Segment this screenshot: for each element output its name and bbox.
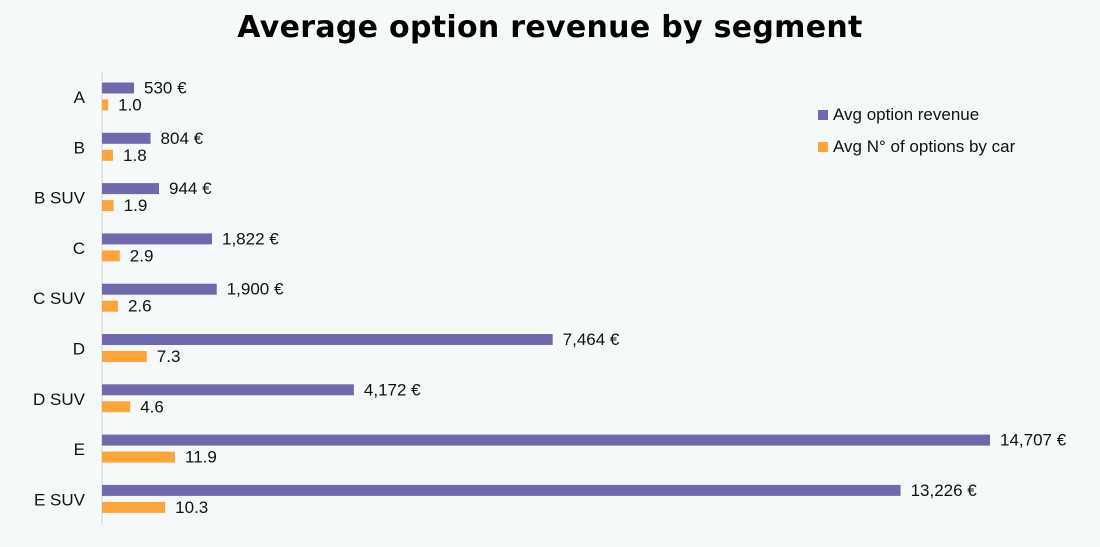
revenue-bar bbox=[102, 484, 901, 496]
revenue-data-label: 1,900 € bbox=[227, 280, 284, 299]
options-data-label: 10.3 bbox=[175, 498, 208, 517]
options-data-label: 2.9 bbox=[130, 246, 154, 265]
chart-title: Average option revenue by segment bbox=[237, 10, 863, 45]
category-label: B SUV bbox=[34, 189, 86, 208]
options-bar bbox=[102, 250, 120, 262]
revenue-bar bbox=[102, 132, 151, 144]
options-data-label: 1.9 bbox=[124, 196, 148, 215]
legend-item-revenue: Avg option revenue bbox=[818, 105, 979, 125]
revenue-data-label: 530 € bbox=[144, 79, 187, 98]
category-label: D bbox=[73, 340, 85, 359]
options-data-label: 1.0 bbox=[118, 96, 142, 115]
options-bar bbox=[102, 401, 131, 413]
options-bar bbox=[102, 149, 114, 161]
category-label: C SUV bbox=[33, 289, 86, 308]
legend-swatch-revenue bbox=[818, 110, 828, 120]
legend-label-options: Avg N° of options by car bbox=[833, 137, 1016, 156]
legend-label-revenue: Avg option revenue bbox=[833, 105, 980, 124]
category-label: A bbox=[74, 88, 86, 107]
options-bar bbox=[102, 351, 147, 362]
revenue-bar bbox=[102, 233, 213, 245]
revenue-data-label: 7,464 € bbox=[563, 330, 620, 349]
options-data-label: 7.3 bbox=[157, 347, 181, 366]
category-label: E bbox=[74, 440, 85, 459]
category-label: B bbox=[74, 138, 85, 157]
options-data-label: 11.9 bbox=[185, 448, 217, 467]
category-label: E SUV bbox=[34, 490, 86, 509]
options-bar bbox=[102, 200, 114, 212]
revenue-bar bbox=[102, 334, 553, 345]
revenue-bar bbox=[102, 82, 135, 94]
revenue-data-label: 14,707 € bbox=[1000, 431, 1067, 450]
legend-swatch-options bbox=[818, 142, 828, 152]
revenue-data-label: 944 € bbox=[169, 179, 212, 198]
options-bar bbox=[102, 451, 175, 463]
revenue-data-label: 13,226 € bbox=[911, 481, 978, 500]
revenue-data-label: 804 € bbox=[161, 129, 204, 148]
revenue-data-label: 1,822 € bbox=[222, 229, 279, 248]
revenue-data-label: 4,172 € bbox=[364, 380, 421, 399]
legend-item-options: Avg N° of options by car bbox=[818, 137, 1015, 157]
revenue-bar bbox=[102, 434, 990, 446]
revenue-bar bbox=[102, 283, 217, 295]
category-label: C bbox=[73, 239, 85, 258]
category-label: D SUV bbox=[33, 390, 86, 409]
options-bar bbox=[102, 300, 118, 312]
revenue-bar bbox=[102, 384, 354, 396]
options-bar bbox=[102, 501, 166, 513]
revenue-bar bbox=[102, 183, 159, 195]
options-data-label: 4.6 bbox=[140, 397, 164, 416]
options-bar bbox=[102, 99, 109, 111]
options-data-label: 1.8 bbox=[123, 146, 147, 165]
options-data-label: 2.6 bbox=[128, 297, 152, 316]
